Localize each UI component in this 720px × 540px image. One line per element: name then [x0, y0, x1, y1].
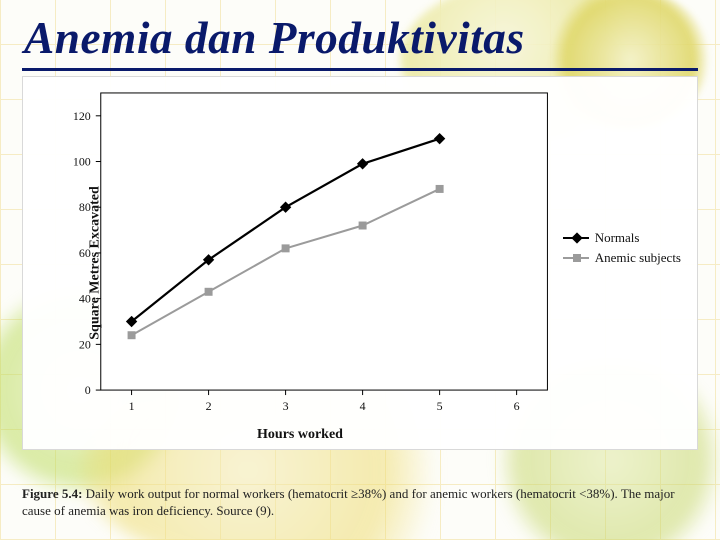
svg-text:120: 120 [73, 109, 91, 123]
svg-text:6: 6 [514, 399, 520, 413]
figure-label: Figure 5.4: [22, 486, 82, 501]
svg-text:5: 5 [437, 399, 443, 413]
figure-caption-text: Daily work output for normal workers (he… [22, 486, 675, 519]
legend-item: Normals [563, 230, 681, 246]
legend-item: Anemic subjects [563, 250, 681, 266]
legend-swatch [563, 257, 589, 259]
x-axis-label: Hours worked [23, 427, 577, 443]
legend-label: Normals [595, 230, 640, 246]
title-underline [22, 68, 698, 71]
legend-swatch [563, 237, 589, 239]
svg-text:3: 3 [283, 399, 289, 413]
svg-text:1: 1 [129, 399, 135, 413]
y-axis-label: Square Metres Excavated [88, 186, 104, 339]
diamond-marker-icon [571, 232, 582, 243]
square-marker-icon [573, 254, 581, 262]
figure-caption: Figure 5.4: Daily work output for normal… [22, 485, 698, 520]
chart-panel: 020406080100120123456 Square Metres Exca… [22, 76, 698, 450]
svg-text:0: 0 [85, 383, 91, 397]
slide: Anemia dan Produktivitas 020406080100120… [0, 0, 720, 540]
svg-text:2: 2 [206, 399, 212, 413]
chart-legend: Normals Anemic subjects [563, 226, 681, 270]
page-title: Anemia dan Produktivitas [24, 12, 696, 64]
svg-text:100: 100 [73, 155, 91, 169]
legend-label: Anemic subjects [595, 250, 681, 266]
svg-text:4: 4 [360, 399, 366, 413]
